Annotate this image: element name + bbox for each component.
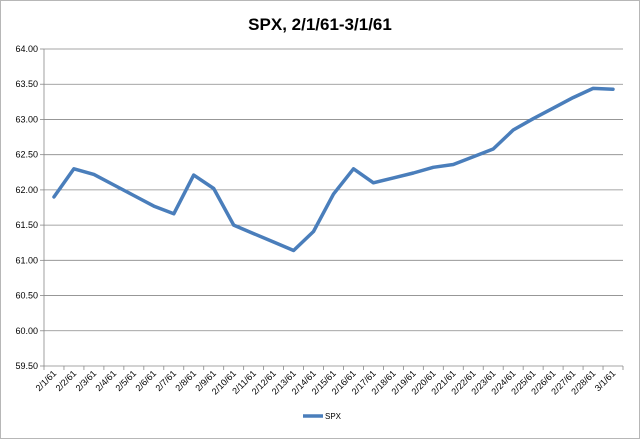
x-tick-label: 2/2/61 bbox=[54, 368, 79, 393]
x-axis: 2/1/612/2/612/3/612/4/612/5/612/6/612/7/… bbox=[34, 49, 624, 397]
y-tick-label: 60.00 bbox=[15, 326, 38, 336]
legend: SPX bbox=[303, 412, 342, 421]
y-tick-label: 62.00 bbox=[15, 185, 38, 195]
x-tick-label: 2/5/61 bbox=[113, 368, 138, 393]
series-layer bbox=[52, 86, 615, 253]
legend-label: SPX bbox=[325, 412, 342, 421]
y-tick-label: 61.00 bbox=[15, 255, 38, 265]
chart-title: SPX, 2/1/61-3/1/61 bbox=[248, 15, 392, 34]
y-tick-label: 60.50 bbox=[15, 291, 38, 301]
x-tick-label: 2/1/61 bbox=[34, 368, 59, 393]
gridlines bbox=[44, 48, 623, 367]
y-tick-label: 63.00 bbox=[15, 114, 38, 124]
x-tick-label: 2/7/61 bbox=[153, 368, 178, 393]
y-tick-label: 64.00 bbox=[15, 44, 38, 54]
x-tick-label: 2/6/61 bbox=[133, 368, 158, 393]
x-tick-label: 2/3/61 bbox=[74, 368, 99, 393]
y-tick-label: 61.50 bbox=[15, 220, 38, 230]
x-tick-label: 2/4/61 bbox=[94, 368, 119, 393]
y-tick-label: 62.50 bbox=[15, 150, 38, 160]
x-tick-label: 3/1/61 bbox=[593, 368, 618, 393]
y-tick-label: 59.50 bbox=[15, 361, 38, 371]
y-tick-label: 63.50 bbox=[15, 79, 38, 89]
x-tick-label: 2/8/61 bbox=[173, 368, 198, 393]
y-axis-ticks: 59.50 60.00 60.50 61.00 61.50 62.00 62.50 63.00… bbox=[15, 44, 44, 371]
series-line-spx bbox=[52, 86, 615, 253]
